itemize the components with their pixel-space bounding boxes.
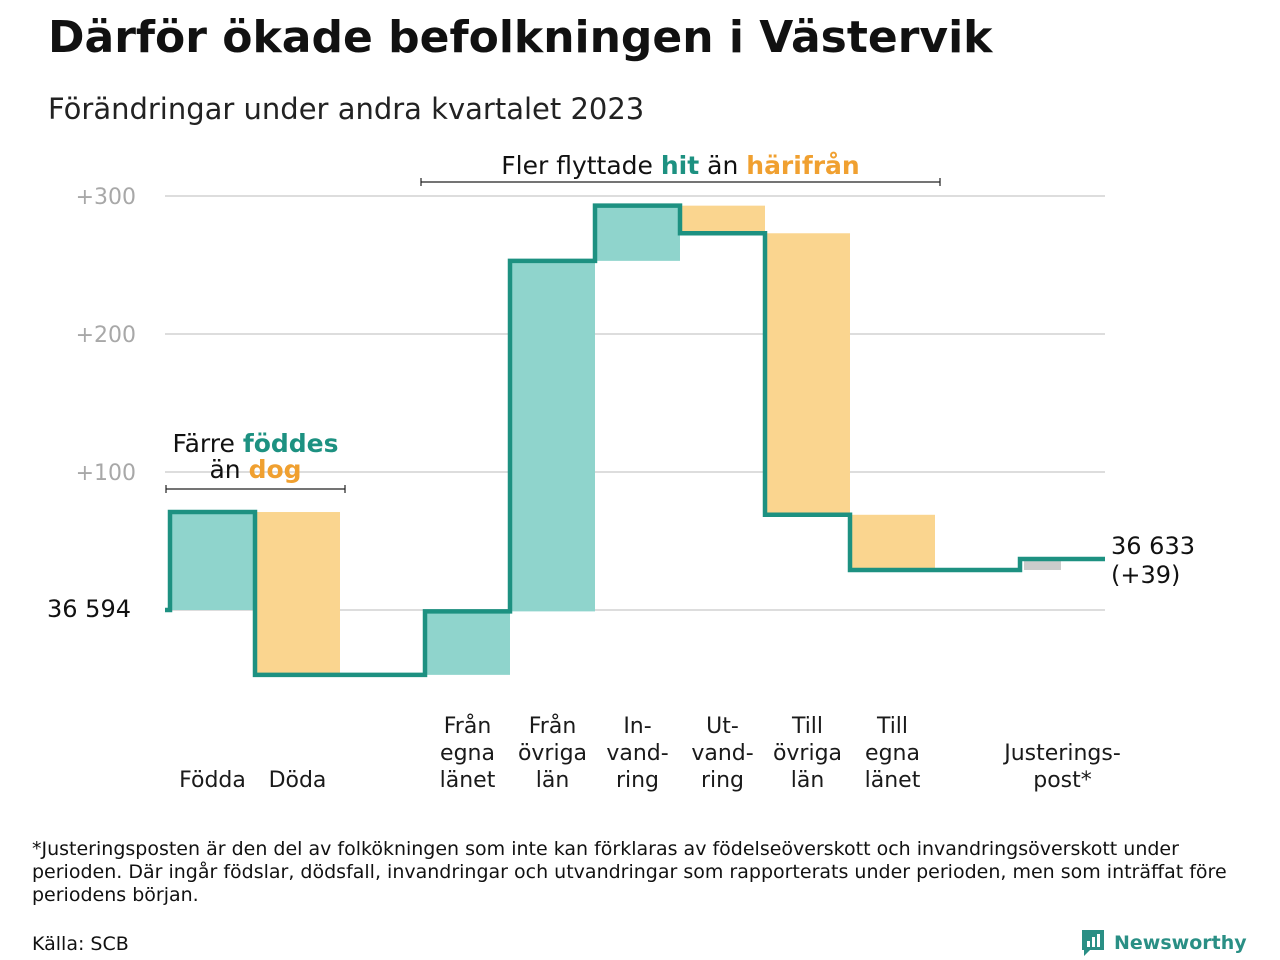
category-label: ring <box>701 768 744 793</box>
brand: Newsworthy <box>1080 928 1247 958</box>
annotation-text: Fler flyttade <box>501 151 661 180</box>
annotation-text: Färre <box>173 429 243 458</box>
category-label: egna <box>440 741 495 766</box>
category-label: ring <box>616 768 659 793</box>
source-note: Källa: SCB <box>32 933 129 955</box>
annotation-highlight-born: föddes <box>243 429 339 458</box>
category-label: Födda <box>179 768 246 793</box>
newsworthy-logo-icon <box>1082 930 1104 956</box>
waterfall-chart: +300+200+100 Födda DödaFrånegnalänetFrånö… <box>47 151 1195 793</box>
annotation-text: än <box>699 151 746 180</box>
category-label: län <box>536 768 570 793</box>
waterfall-bar <box>680 205 765 234</box>
category-label: vand- <box>606 741 668 766</box>
annotation-highlight-hit: hit <box>661 151 699 180</box>
category-label: In- <box>623 714 651 739</box>
category-label: Döda <box>269 768 327 793</box>
waterfall-bar <box>170 512 255 610</box>
y-tick-label: +100 <box>76 461 136 486</box>
baseline-value-label: 36 594 <box>47 595 131 623</box>
category-label: länet <box>440 768 496 793</box>
waterfall-bar <box>595 205 680 261</box>
waterfall-bar <box>255 512 340 675</box>
footnote: *Justeringsposten är den del av folkökni… <box>32 838 1227 906</box>
brand-name: Newsworthy <box>1114 932 1247 954</box>
waterfall-bar <box>510 260 595 612</box>
category-label: länet <box>865 768 921 793</box>
annotation-migration: Fler flyttade hit än härifrån <box>501 151 859 180</box>
category-label: egna <box>865 741 920 766</box>
category-label: post* <box>1033 768 1092 793</box>
category-label: Ut- <box>706 714 739 739</box>
category-label: län <box>791 768 825 793</box>
step-line <box>165 203 1105 678</box>
end-value-label: 36 633 <box>1111 532 1195 560</box>
annotation-births-line2: än dog <box>209 455 301 484</box>
waterfall-bar <box>850 514 935 570</box>
annotation-text: än <box>209 455 248 484</box>
end-change-label: (+39) <box>1111 561 1180 589</box>
y-tick-label: +200 <box>76 323 136 348</box>
annotation-births-line1: Färre föddes <box>173 429 339 458</box>
waterfall-bar <box>765 233 850 515</box>
labels: Födda DödaFrånegnalänetFrånövrigalänIn-va… <box>47 532 1195 793</box>
category-label: Till <box>876 714 908 739</box>
category-label: Från <box>444 713 492 739</box>
waterfall-bar <box>1024 558 1061 570</box>
annotation-highlight-harifran: härifrån <box>746 151 859 180</box>
step-line-group <box>165 203 1105 678</box>
bars <box>170 205 1061 675</box>
chart-title: Därför ökade befolkningen i Västervik <box>48 12 993 63</box>
annotation-highlight-died: dog <box>249 455 302 484</box>
chart-subtitle: Förändringar under andra kvartalet 2023 <box>48 92 645 126</box>
category-label: övriga <box>518 741 587 766</box>
category-label: övriga <box>773 741 842 766</box>
category-label: Från <box>529 713 577 739</box>
category-label: Justerings- <box>1002 741 1121 766</box>
waterfall-bar <box>425 611 510 675</box>
category-label: Till <box>791 714 823 739</box>
category-label: vand- <box>691 741 753 766</box>
y-tick-label: +300 <box>76 185 136 210</box>
